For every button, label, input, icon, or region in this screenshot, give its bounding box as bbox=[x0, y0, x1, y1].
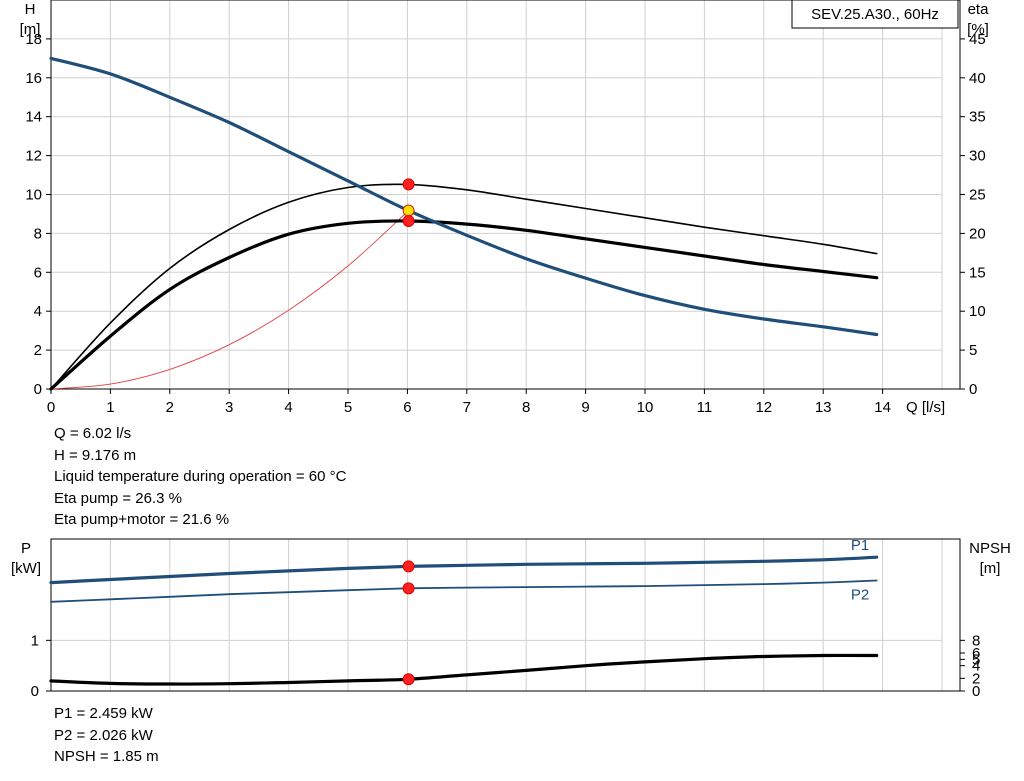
info-eta-pump: Eta pump = 26.3 % bbox=[54, 489, 182, 507]
y-tick-label-lower-right: 6 bbox=[972, 645, 980, 662]
y-tick-label-right: 10 bbox=[969, 303, 986, 320]
info-flow: Q = 6.02 l/s bbox=[54, 425, 132, 442]
y-tick-label-lower-right: 4 bbox=[972, 658, 980, 675]
lower-plot-frame bbox=[50, 538, 961, 692]
npsh-marker bbox=[402, 673, 415, 686]
y-tick-label-lower: 1 bbox=[31, 632, 39, 649]
y-tick-label-lower-right: 8 bbox=[972, 632, 980, 649]
y-tick-label-lower: 0 bbox=[31, 683, 39, 700]
info-p1: P1 = 2.459 kW bbox=[54, 705, 153, 722]
eta-pump-curve bbox=[50, 183, 878, 390]
head-curve bbox=[49, 56, 879, 337]
operating-point-info: Q = 6.02 l/s H = 9.176 m Liquid temperat… bbox=[54, 423, 346, 531]
x-tick-label: 9 bbox=[581, 399, 589, 416]
p1-curve bbox=[49, 555, 879, 585]
y-tick-label-right: 35 bbox=[969, 109, 986, 126]
eta-pump-marker bbox=[402, 178, 415, 191]
system-curve bbox=[50, 210, 410, 390]
y-axis-unit-right: [%] bbox=[967, 21, 989, 38]
y-tick-label: 14 bbox=[25, 109, 42, 126]
chart-title: SEV.25.A30., 60Hz bbox=[811, 6, 939, 23]
npsh-curve bbox=[49, 653, 879, 686]
y-tick-label: 12 bbox=[25, 148, 42, 165]
x-tick-label: 1 bbox=[106, 399, 114, 416]
x-tick-label: 12 bbox=[755, 399, 772, 416]
eta-pump-motor-marker bbox=[402, 214, 415, 227]
x-tick-label: 7 bbox=[463, 399, 471, 416]
x-tick-label: 14 bbox=[874, 399, 891, 416]
info-liquid-temperature: Liquid temperature during operation = 60… bbox=[54, 468, 347, 485]
y-tick-label-right: 5 bbox=[969, 342, 977, 359]
chart-title-box bbox=[791, 0, 959, 29]
p2-marker bbox=[402, 582, 415, 595]
y-tick-label-right: 25 bbox=[969, 187, 986, 204]
power-npsh-info: P1 = 2.459 kW P2 = 2.026 kW NPSH = 1.85 … bbox=[54, 703, 159, 768]
x-tick-label: 8 bbox=[522, 399, 530, 416]
y-tick-label: 10 bbox=[25, 187, 42, 204]
y-tick-label-lower-right: 5 bbox=[972, 651, 980, 668]
y-tick-label: 0 bbox=[34, 381, 42, 398]
p2-label: P2 bbox=[851, 587, 869, 604]
x-tick-label: 13 bbox=[815, 399, 832, 416]
eta-pump-motor-curve bbox=[49, 219, 879, 391]
y-tick-label: 2 bbox=[34, 342, 42, 359]
p1-label: P1 bbox=[851, 537, 869, 554]
y-tick-label: 8 bbox=[34, 225, 42, 242]
x-tick-label: 4 bbox=[284, 399, 292, 416]
y-tick-label: 6 bbox=[34, 264, 42, 281]
y-axis-label-right: eta bbox=[968, 1, 990, 18]
y-axis-label-npsh: NPSH bbox=[969, 540, 1011, 557]
p1-marker bbox=[402, 560, 415, 573]
x-tick-label: 3 bbox=[225, 399, 233, 416]
y-tick-label: 16 bbox=[25, 70, 42, 87]
y-tick-label-lower-right: 0 bbox=[972, 683, 980, 700]
y-axis-unit-npsh: [m] bbox=[980, 560, 1001, 577]
y-tick-label-lower-right: 2 bbox=[972, 670, 980, 687]
info-head: H = 9.176 m bbox=[54, 446, 137, 464]
y-axis-label-left: H bbox=[25, 1, 36, 18]
y-tick-label-right: 40 bbox=[969, 70, 986, 87]
info-p2: P2 = 2.026 kW bbox=[54, 726, 153, 744]
x-tick-label: 5 bbox=[344, 399, 352, 416]
y-tick-label-right: 45 bbox=[969, 31, 986, 48]
y-tick-label: 18 bbox=[25, 31, 42, 48]
x-tick-label: 0 bbox=[47, 399, 55, 416]
y-tick-label-right: 20 bbox=[969, 225, 986, 242]
info-npsh: NPSH = 1.85 m bbox=[54, 748, 159, 765]
y-axis-unit-power: [kW] bbox=[11, 560, 41, 577]
y-axis-unit-left: [m] bbox=[20, 21, 41, 38]
p2-curve bbox=[50, 579, 878, 603]
y-tick-label-right: 0 bbox=[969, 381, 977, 398]
x-tick-label: 2 bbox=[166, 399, 174, 416]
x-tick-label: 10 bbox=[637, 399, 654, 416]
y-axis-label-power: P bbox=[21, 540, 31, 557]
duty-point-marker bbox=[402, 204, 415, 217]
y-tick-label-right: 15 bbox=[969, 264, 986, 281]
y-tick-label: 4 bbox=[34, 303, 42, 320]
y-tick-label-right: 30 bbox=[969, 148, 986, 165]
x-tick-label: 6 bbox=[403, 399, 411, 416]
x-tick-label: 11 bbox=[697, 399, 713, 416]
x-axis-label: Q [l/s] bbox=[906, 399, 945, 416]
info-eta-pump-motor: Eta pump+motor = 21.6 % bbox=[54, 511, 230, 528]
